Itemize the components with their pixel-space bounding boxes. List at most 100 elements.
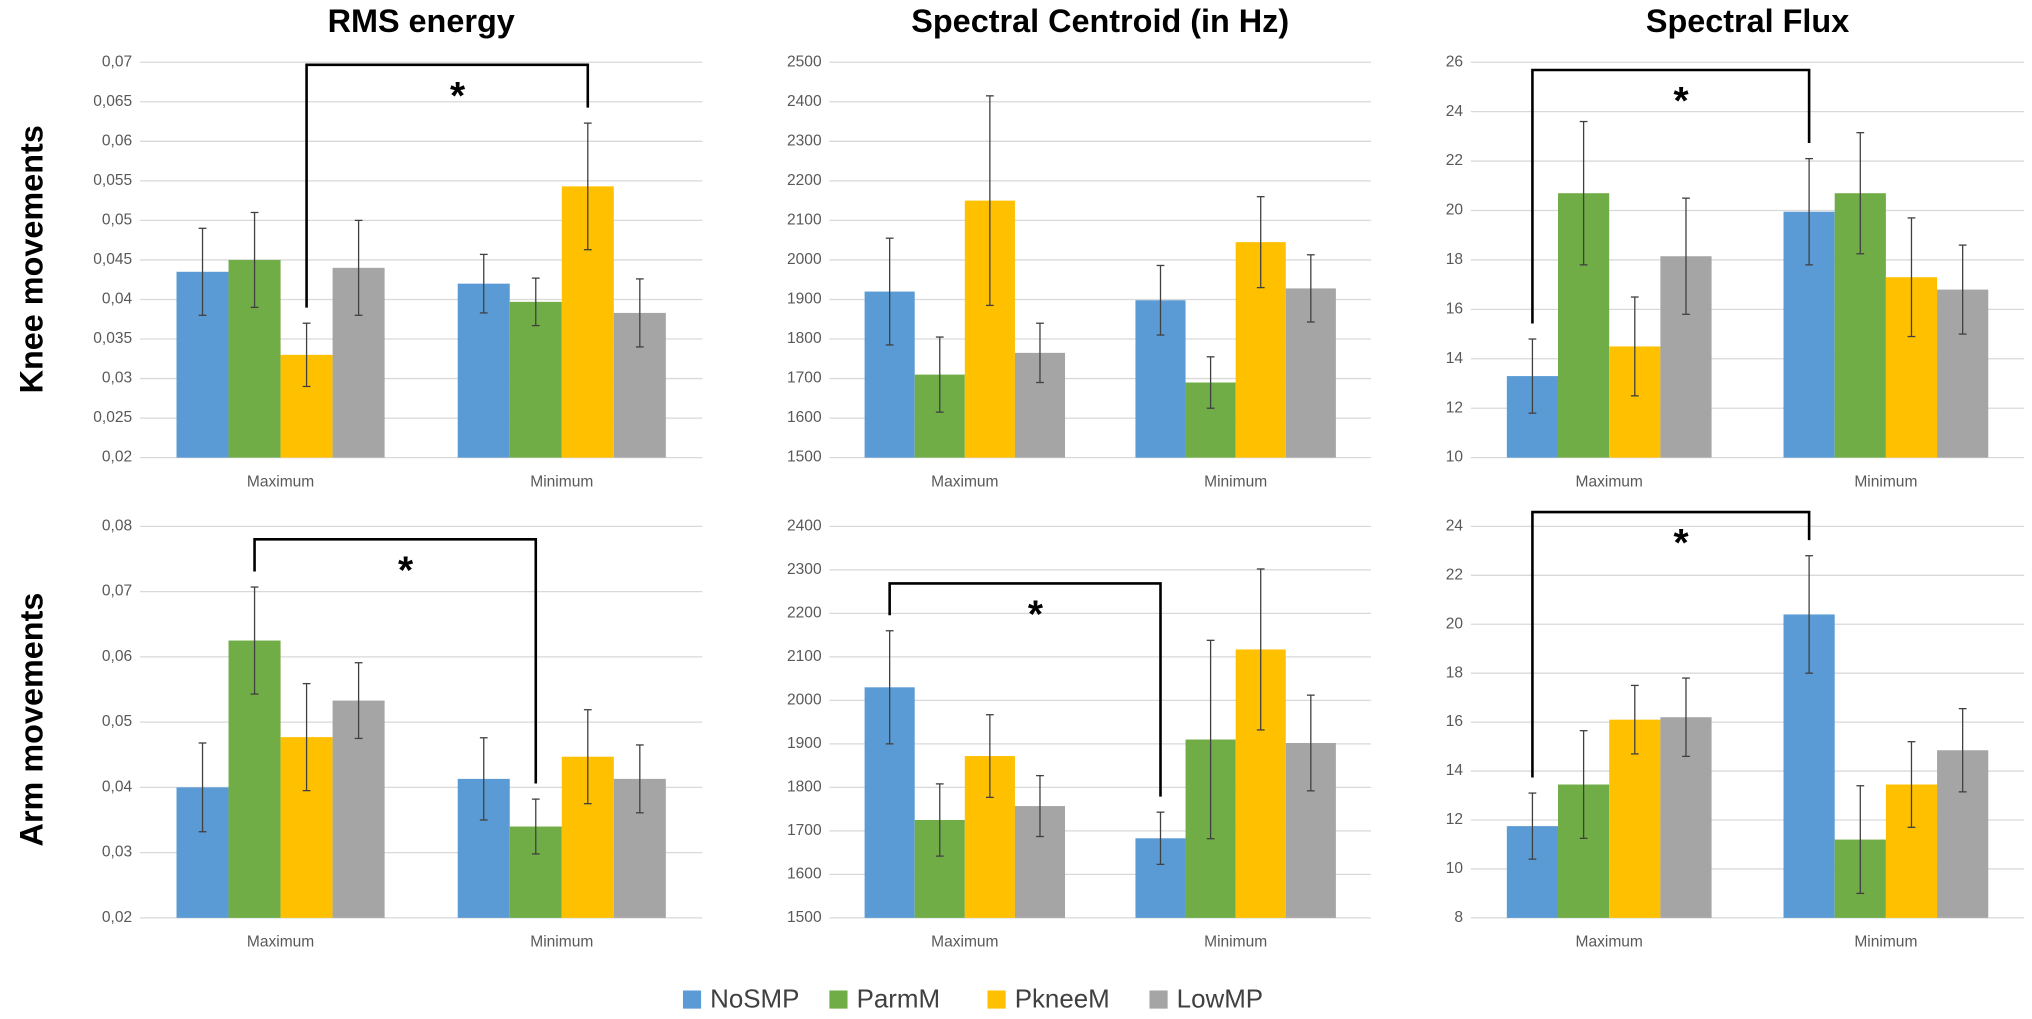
significance-marker: * (398, 549, 414, 592)
significance-bracket (1531, 68, 1811, 324)
error-bar (1036, 774, 1044, 838)
y-tick-label: 22 (1446, 566, 1463, 583)
error-bar (1579, 730, 1588, 839)
chart: 8 10 12 14 16 18 20 22 24 Maximum Minimum * (1446, 510, 2025, 951)
chart: Spectral Centroid (in Hz) 1500 1600 1700 180… (787, 3, 1372, 490)
y-tick-label: 0,05 (102, 713, 132, 730)
error-bar (1156, 264, 1165, 336)
y-tick-label: 0,055 (93, 172, 132, 189)
y-tick-label: 2300 (787, 132, 822, 149)
y-tick-label: 0,06 (102, 648, 132, 665)
legend-label: ParmM (857, 986, 940, 1014)
y-tick-label: 1600 (787, 409, 822, 426)
y-tick-label: 16 (1446, 300, 1463, 317)
y-tick-label: 1900 (787, 735, 822, 752)
y-tick-label: 2100 (787, 212, 822, 229)
error-bar (1528, 792, 1537, 860)
y-tick-label: 2300 (787, 561, 822, 578)
y-tick-label: 1900 (787, 291, 822, 308)
y-tick-label: 2200 (787, 604, 822, 621)
error-bar (935, 783, 944, 857)
error-bar (198, 227, 207, 316)
y-tick-label: 1700 (787, 822, 822, 839)
y-tick-label: 12 (1446, 811, 1463, 828)
error-bar (479, 737, 488, 821)
error-bar (635, 278, 644, 348)
error-bar (302, 682, 311, 792)
legend-swatch (829, 990, 848, 1009)
error-bar (1579, 120, 1588, 266)
error-bar (1682, 197, 1690, 315)
y-tick-label: 1500 (787, 449, 822, 466)
x-tick-label: Maximum (1576, 934, 1643, 951)
significance-bracket (305, 63, 590, 308)
row-label: Knee movements (13, 125, 49, 393)
y-tick-label: 22 (1446, 152, 1463, 169)
y-tick-label: 0,04 (102, 778, 133, 795)
y-tick-label: 12 (1446, 399, 1463, 416)
y-tick-label: 2400 (787, 93, 822, 110)
error-bar (354, 219, 363, 316)
y-tick-label: 18 (1446, 664, 1463, 681)
chart: 1500 1600 1700 1800 1900 2000 2100 2200 2300 2400… (787, 517, 1372, 951)
y-tick-label: 20 (1446, 615, 1464, 632)
error-bar (1958, 708, 1967, 793)
y-tick-label: 0,07 (102, 583, 132, 600)
x-tick-label: Minimum (1204, 934, 1267, 951)
error-bar (1206, 639, 1215, 840)
error-bar (583, 122, 592, 251)
y-tick-label: 2100 (787, 648, 822, 665)
y-tick-label: 10 (1446, 860, 1464, 877)
error-bar (531, 277, 540, 327)
error-bar (885, 630, 894, 745)
y-tick-label: 20 (1446, 202, 1464, 219)
error-bar (1256, 196, 1265, 289)
error-bar (935, 336, 944, 413)
error-bar (1156, 811, 1165, 866)
legend-label: PkneeM (1015, 986, 1110, 1014)
error-bar (985, 95, 994, 307)
y-tick-label: 14 (1446, 350, 1464, 367)
y-tick-label: 2500 (787, 53, 822, 70)
legend-swatch (987, 990, 1006, 1009)
error-bar (1856, 785, 1865, 895)
error-bar (1958, 244, 1967, 335)
y-tick-label: 10 (1446, 449, 1464, 466)
error-bar (1805, 157, 1813, 266)
y-tick-label: 0,03 (102, 370, 132, 387)
y-tick-label: 2200 (787, 172, 822, 189)
y-tick-label: 1500 (787, 909, 822, 926)
significance-bracket (253, 538, 538, 784)
bar (509, 301, 562, 458)
error-bar (1907, 217, 1916, 338)
y-tick-label: 1600 (787, 865, 822, 882)
y-tick-label: 0,02 (102, 449, 132, 466)
y-tick-label: 0,065 (93, 93, 132, 110)
error-bar (354, 662, 363, 740)
x-tick-label: Maximum (931, 934, 998, 951)
y-tick-label: 0,08 (102, 517, 132, 534)
legend-label: LowMP (1177, 986, 1263, 1014)
error-bar (1306, 694, 1315, 792)
row-label: Arm movements (13, 593, 49, 847)
y-tick-label: 1800 (787, 778, 822, 795)
error-bar (250, 586, 259, 695)
significance-bracket (888, 582, 1162, 797)
y-tick-label: 1700 (787, 370, 822, 387)
error-bar (885, 237, 894, 346)
significance-marker: * (1028, 593, 1044, 636)
y-tick-label: 8 (1454, 909, 1463, 926)
x-tick-label: Maximum (247, 934, 314, 951)
chart-title: Spectral Flux (1646, 3, 1849, 39)
y-tick-label: 26 (1446, 53, 1463, 70)
error-bar (583, 709, 592, 805)
y-tick-label: 2000 (787, 691, 822, 708)
y-tick-label: 2400 (787, 517, 822, 534)
chart-title: Spectral Centroid (in Hz) (911, 3, 1289, 39)
x-tick-label: Minimum (1204, 473, 1267, 490)
x-tick-label: Minimum (1854, 934, 1917, 951)
x-tick-label: Maximum (247, 473, 314, 490)
y-tick-label: 24 (1446, 103, 1464, 120)
error-bar (1907, 741, 1916, 828)
